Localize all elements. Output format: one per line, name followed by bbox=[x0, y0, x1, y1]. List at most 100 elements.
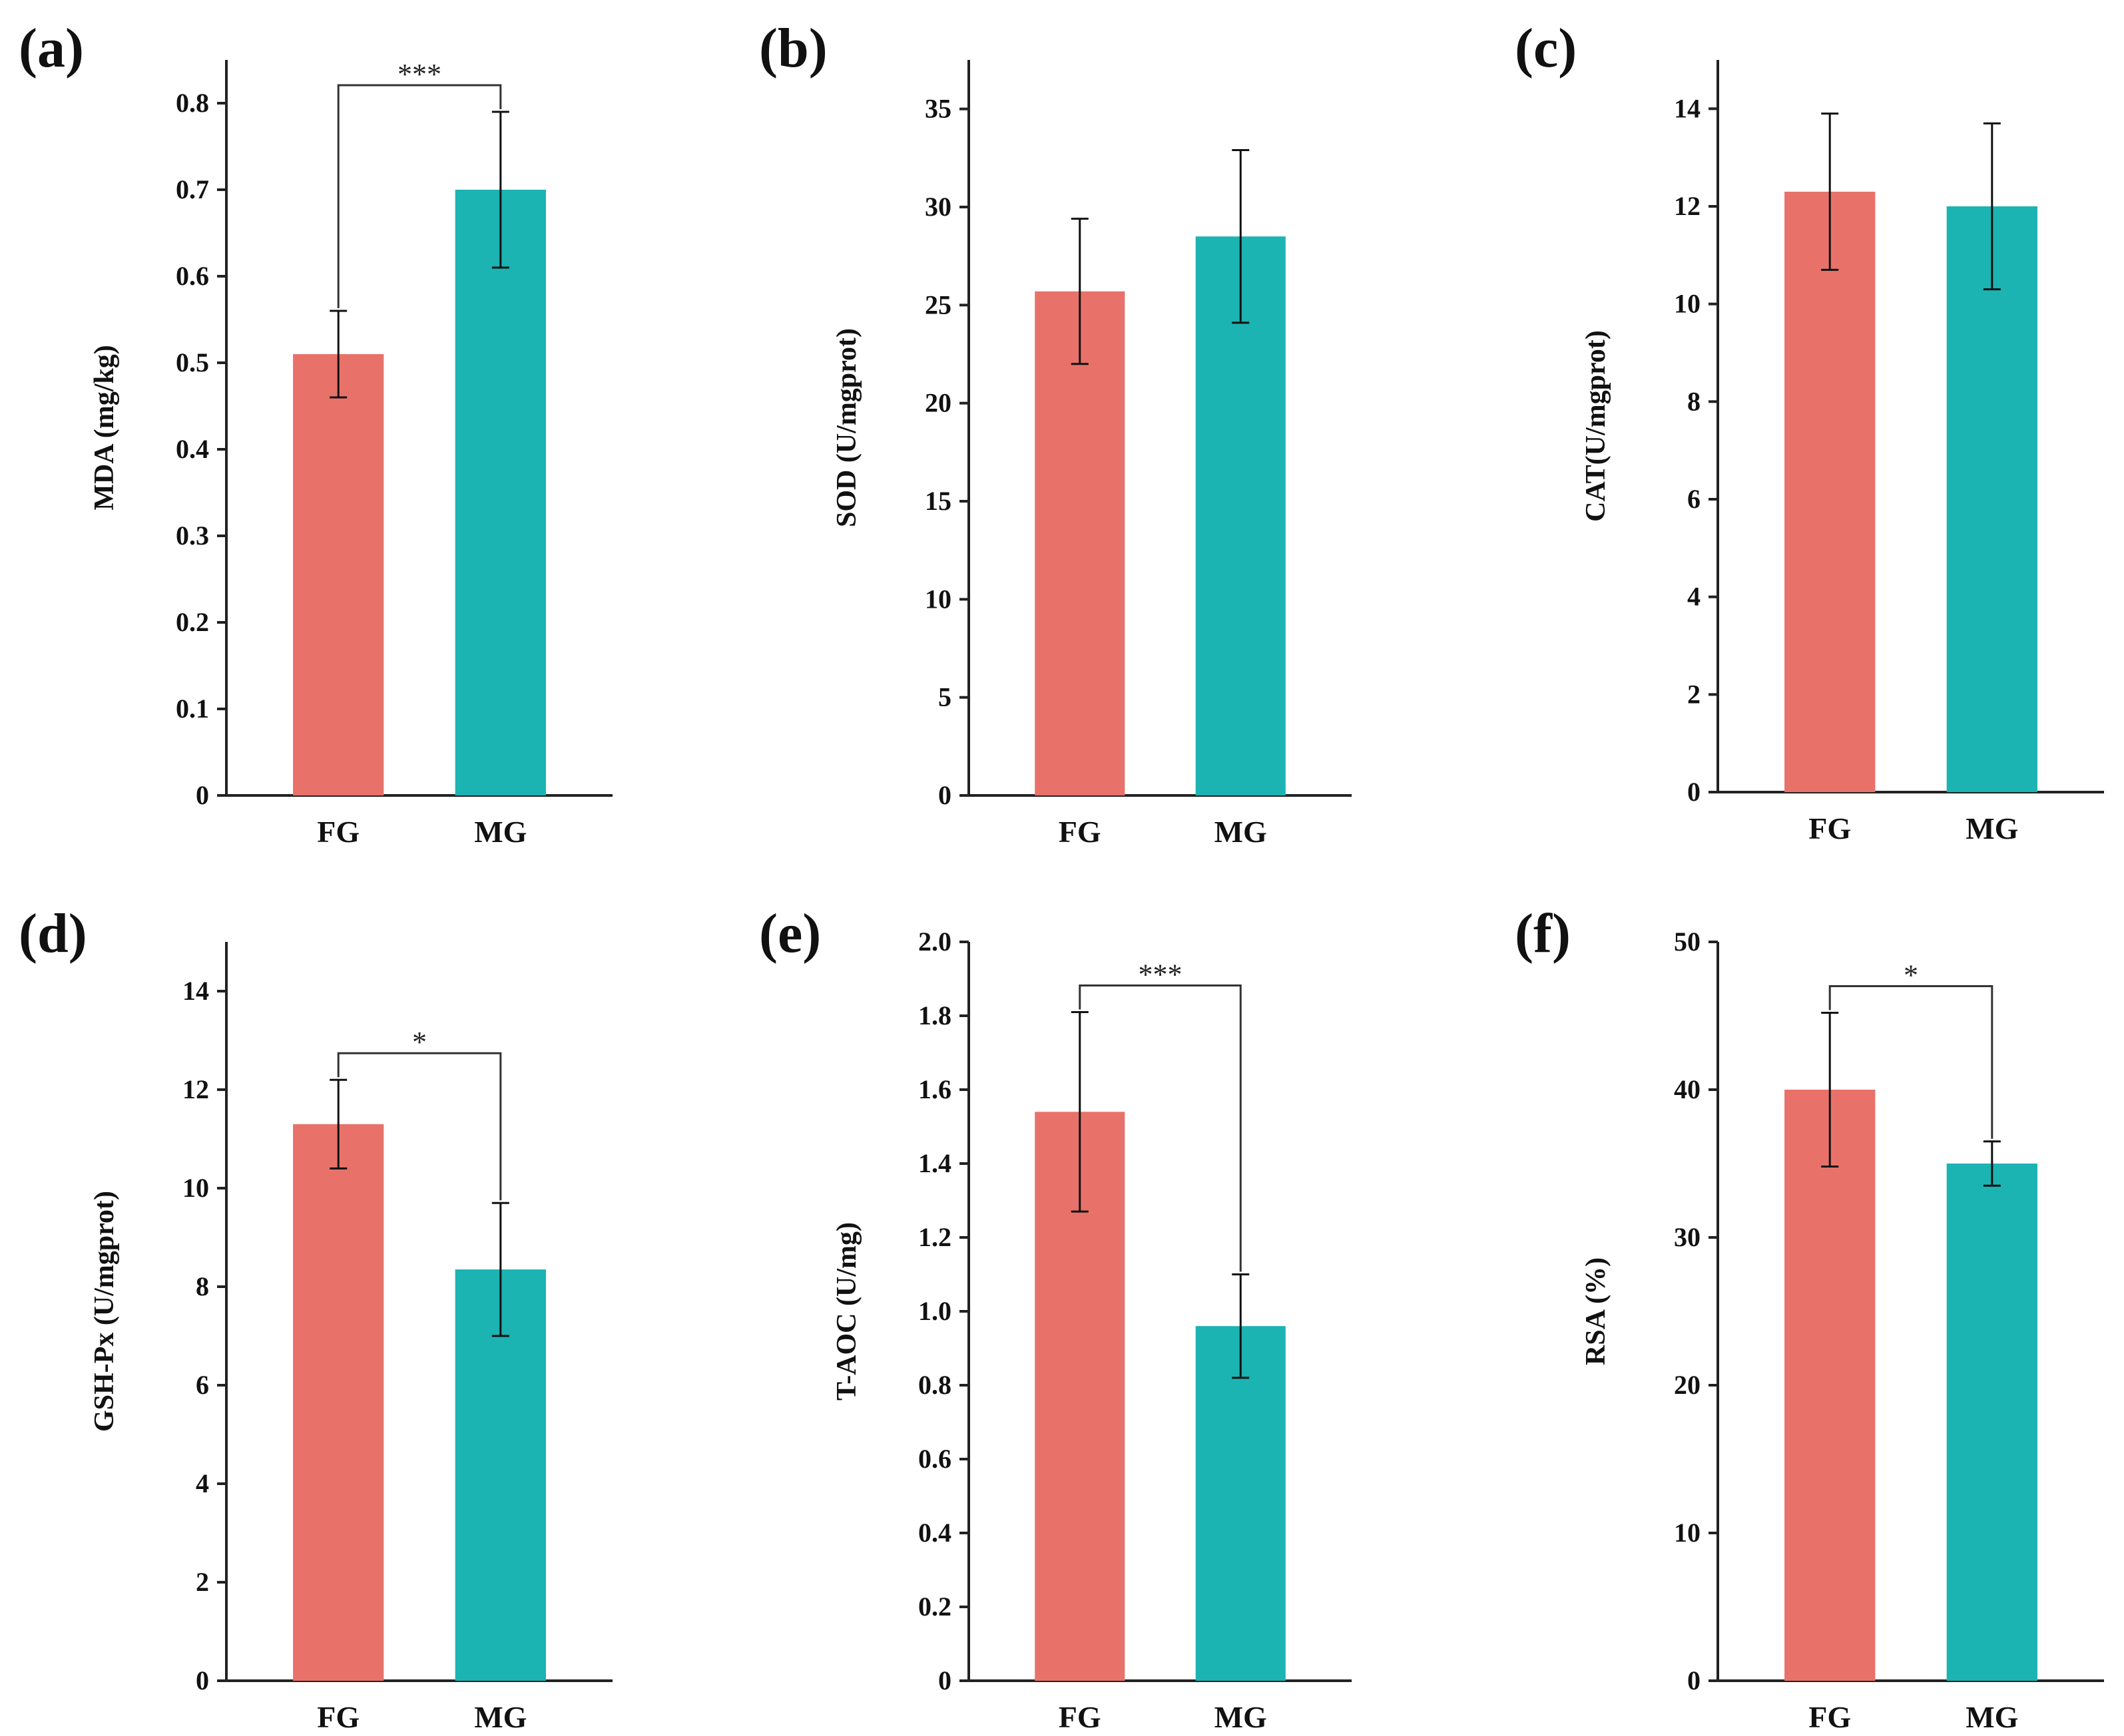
panel-label: (a) bbox=[19, 17, 84, 79]
y-tick-label: 10 bbox=[1674, 289, 1701, 319]
y-tick-label: 0.7 bbox=[176, 174, 209, 204]
bar-fg bbox=[1784, 1090, 1876, 1681]
chart-panel-a: (a) 0 0.1 0.2 0.3 0.4 0.5 0.6 0.7 0.8 MDA (mg/kg) F… bbox=[19, 17, 613, 849]
panel-label: (f) bbox=[1515, 903, 1571, 965]
x-tick-label-fg: FG bbox=[317, 1700, 360, 1734]
significance-bracket bbox=[337, 1052, 502, 1201]
y-axis-title: T-AOC (U/mg) bbox=[832, 1222, 862, 1401]
significance-bracket bbox=[337, 84, 502, 308]
x-tick-label-fg: FG bbox=[1808, 1700, 1851, 1734]
y-tick-label: 0 bbox=[196, 780, 209, 810]
panel-label: (e) bbox=[759, 903, 821, 965]
x-tick-label-mg: MG bbox=[474, 815, 527, 849]
y-tick-label: 0.5 bbox=[176, 347, 209, 377]
y-tick-label: 20 bbox=[1674, 1370, 1701, 1400]
y-tick-label: 5 bbox=[938, 682, 951, 712]
bar-mg bbox=[1946, 1164, 2037, 1681]
chart-panel-e: (e) 0 0.2 0.4 0.6 0.8 1.0 1.2 1.4 1.6 1.8 2.0 T-AOC … bbox=[759, 903, 1352, 1734]
y-tick-label: 12 bbox=[1674, 191, 1701, 221]
y-tick-label: 30 bbox=[1674, 1222, 1701, 1252]
x-tick-label-fg: FG bbox=[1059, 815, 1101, 849]
bar-mg bbox=[1946, 206, 2037, 792]
y-tick-label: 14 bbox=[1674, 93, 1701, 123]
bar-fg bbox=[1784, 192, 1876, 792]
y-tick-label: 50 bbox=[1674, 927, 1701, 957]
x-tick-label-mg: MG bbox=[1966, 1700, 2018, 1734]
significance-bracket bbox=[1079, 984, 1242, 1272]
y-tick-label: 0.4 bbox=[918, 1518, 951, 1548]
panel-label: (c) bbox=[1515, 17, 1577, 79]
y-tick-label: 14 bbox=[182, 976, 209, 1006]
chart-panel-d: (d) 0 2 4 6 8 10 12 14 GSH-Px (U/mgprot) FG MG * bbox=[19, 903, 613, 1734]
bar-fg bbox=[293, 1124, 384, 1681]
panel-label: (d) bbox=[19, 903, 87, 965]
x-tick-label-fg: FG bbox=[1059, 1700, 1101, 1734]
chart-panel-f: (f) 0 10 20 30 40 50 RSA (%) FG MG * bbox=[1515, 903, 2104, 1734]
y-axis-title: RSA (%) bbox=[1581, 1257, 1611, 1365]
y-tick-label: 10 bbox=[1674, 1518, 1701, 1548]
y-tick-label: 1.0 bbox=[918, 1296, 951, 1326]
bar-mg bbox=[455, 1269, 546, 1681]
x-tick-label-mg: MG bbox=[1966, 811, 2018, 845]
y-tick-label: 1.4 bbox=[918, 1148, 951, 1178]
y-tick-label: 1.6 bbox=[918, 1074, 951, 1104]
y-tick-label: 0.6 bbox=[918, 1444, 951, 1474]
chart-panel-c: (c) 0 2 4 6 8 10 12 14 CAT(U/mgprot) FG MG bbox=[1515, 17, 2104, 845]
y-tick-label: 0 bbox=[938, 1665, 951, 1695]
y-tick-label: 4 bbox=[196, 1468, 209, 1498]
panel-label: (b) bbox=[759, 17, 828, 79]
y-tick-label: 0 bbox=[1687, 777, 1701, 807]
y-axis-title: SOD (U/mgprot) bbox=[832, 328, 862, 527]
y-tick-label: 0.1 bbox=[176, 694, 209, 724]
significance-label: *** bbox=[1139, 958, 1183, 990]
y-tick-label: 15 bbox=[925, 486, 951, 516]
y-tick-label: 0 bbox=[938, 780, 951, 810]
y-tick-label: 0.8 bbox=[176, 88, 209, 118]
y-tick-label: 0 bbox=[196, 1665, 209, 1695]
significance-label: *** bbox=[398, 58, 441, 91]
x-tick-label-fg: FG bbox=[1808, 811, 1851, 845]
y-tick-label: 25 bbox=[925, 290, 951, 320]
y-tick-label: 20 bbox=[925, 388, 951, 418]
y-tick-label: 2.0 bbox=[918, 927, 951, 957]
y-tick-label: 0 bbox=[1687, 1665, 1701, 1695]
y-tick-label: 2 bbox=[196, 1567, 209, 1597]
y-tick-label: 40 bbox=[1674, 1074, 1701, 1104]
y-tick-label: 6 bbox=[1687, 484, 1701, 514]
y-tick-label: 0.2 bbox=[176, 607, 209, 637]
y-tick-label: 35 bbox=[925, 94, 951, 124]
y-tick-label: 8 bbox=[196, 1271, 209, 1301]
y-tick-label: 30 bbox=[925, 192, 951, 222]
significance-bracket bbox=[1828, 985, 1993, 1139]
significance-label: * bbox=[412, 1026, 427, 1058]
y-tick-label: 0.4 bbox=[176, 434, 209, 464]
y-axis-title: MDA (mg/kg) bbox=[89, 345, 120, 510]
x-tick-label-mg: MG bbox=[1214, 1700, 1267, 1734]
x-tick-label-mg: MG bbox=[474, 1700, 527, 1734]
y-tick-label: 6 bbox=[196, 1370, 209, 1400]
y-tick-label: 2 bbox=[1687, 679, 1701, 709]
y-tick-label: 10 bbox=[182, 1173, 209, 1203]
bar-mg bbox=[1195, 1326, 1286, 1681]
x-tick-label-fg: FG bbox=[317, 815, 360, 849]
y-tick-label: 1.8 bbox=[918, 1000, 951, 1030]
y-tick-label: 12 bbox=[182, 1074, 209, 1104]
bar-fg bbox=[1035, 291, 1125, 795]
bar-mg bbox=[1195, 236, 1286, 795]
y-tick-label: 4 bbox=[1687, 582, 1701, 612]
y-tick-label: 0.8 bbox=[918, 1370, 951, 1400]
chart-panel-b: (b) 0 5 10 15 20 25 30 35 SOD (U/mgprot) FG MG bbox=[759, 17, 1352, 849]
y-tick-label: 1.2 bbox=[918, 1222, 951, 1252]
y-tick-label: 0.3 bbox=[176, 521, 209, 550]
y-tick-label: 0.2 bbox=[918, 1592, 951, 1622]
bar-fg bbox=[293, 354, 384, 795]
y-axis-title: CAT(U/mgprot) bbox=[1581, 330, 1611, 522]
y-tick-label: 0.6 bbox=[176, 261, 209, 291]
y-axis-title: GSH-Px (U/mgprot) bbox=[89, 1191, 120, 1432]
bar-mg bbox=[455, 190, 546, 795]
significance-label: * bbox=[1904, 959, 1918, 992]
x-tick-label-mg: MG bbox=[1214, 815, 1267, 849]
y-tick-label: 8 bbox=[1687, 386, 1701, 416]
y-tick-label: 10 bbox=[925, 584, 951, 614]
